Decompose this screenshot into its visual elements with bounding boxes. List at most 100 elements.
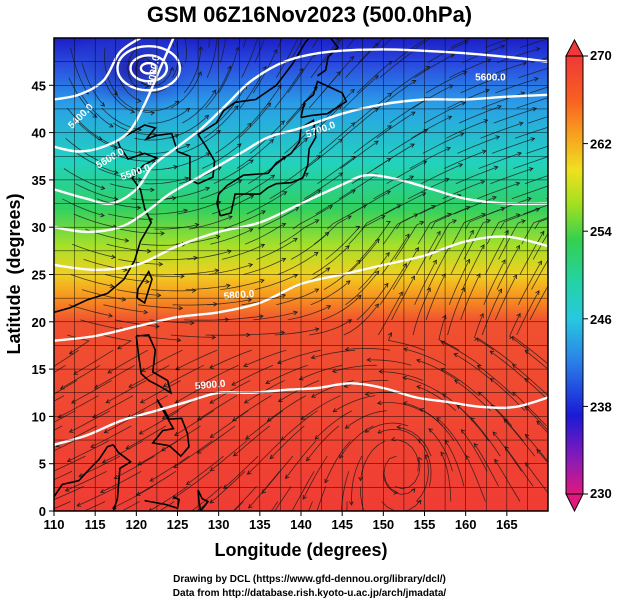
streamline-arrow bbox=[211, 335, 217, 340]
streamline bbox=[504, 446, 534, 487]
streamline bbox=[460, 75, 503, 94]
streamline-arrow bbox=[269, 16, 273, 20]
streamline-arrow bbox=[355, 225, 361, 231]
streamline bbox=[223, 210, 266, 230]
streamline bbox=[478, 152, 522, 169]
streamline bbox=[345, 270, 380, 306]
streamline bbox=[512, 336, 548, 365]
streamline-arrow bbox=[158, 262, 164, 267]
streamline-arrow bbox=[332, 408, 338, 413]
x-tick-label: 115 bbox=[85, 517, 106, 532]
streamline bbox=[274, 328, 319, 336]
streamline-arrow bbox=[235, 46, 240, 52]
streamline bbox=[421, 163, 463, 185]
streamline-arrow bbox=[105, 399, 111, 404]
streamline-arrow bbox=[194, 222, 200, 228]
streamline bbox=[253, 311, 298, 321]
streamline bbox=[425, 71, 467, 94]
streamline bbox=[76, 486, 119, 507]
streamline-arrow bbox=[252, 0, 256, 2]
streamline-arrow bbox=[552, 153, 556, 157]
streamline-arrow bbox=[259, 278, 265, 284]
streamline bbox=[245, 410, 284, 440]
streamline-arrow bbox=[504, 446, 510, 451]
streamline bbox=[301, 395, 341, 420]
streamline bbox=[377, 402, 422, 412]
streamline bbox=[483, 259, 506, 305]
streamline-arrow bbox=[141, 18, 145, 22]
colorbar-label: 238 bbox=[590, 399, 612, 414]
streamline bbox=[70, 47, 89, 95]
streamline-arrow bbox=[76, 502, 82, 507]
streamline-arrow bbox=[343, 383, 349, 388]
y-axis-title: Latitude (degrees) bbox=[4, 193, 24, 354]
streamline bbox=[499, 208, 540, 230]
streamline-arrow bbox=[409, 175, 415, 180]
y-tick-label: 25 bbox=[32, 268, 46, 283]
coastlines bbox=[54, 38, 348, 511]
x-tick-label: 155 bbox=[414, 517, 436, 532]
streamline bbox=[518, 67, 548, 79]
streamline-arrow bbox=[223, 484, 228, 489]
streamline-arrow bbox=[436, 417, 441, 422]
streamline bbox=[430, 206, 470, 230]
streamline-arrow bbox=[331, 368, 337, 373]
streamline bbox=[79, 92, 114, 128]
streamline bbox=[244, 223, 286, 245]
streamline bbox=[394, 457, 421, 490]
streamline-arrow bbox=[281, 293, 287, 299]
streamline bbox=[280, 410, 318, 441]
streamline-arrow bbox=[374, 75, 379, 80]
streamline bbox=[391, 66, 430, 94]
streamline bbox=[234, 174, 275, 200]
streamline-arrow bbox=[444, 177, 450, 183]
streamline-arrow bbox=[500, 44, 506, 49]
streamline-arrow bbox=[149, 477, 155, 482]
streamline-arrow bbox=[344, 424, 350, 429]
streamline-arrow bbox=[414, 246, 419, 252]
streamline-arrow bbox=[326, 305, 332, 310]
streamline-arrow bbox=[313, 251, 319, 257]
streamline bbox=[62, 198, 105, 217]
streamline-arrow bbox=[497, 288, 502, 294]
streamline bbox=[54, 380, 78, 395]
streamline bbox=[54, 395, 65, 402]
streamline-arrow bbox=[416, 385, 421, 390]
streamline-arrow bbox=[481, 149, 487, 154]
streamline bbox=[355, 93, 392, 124]
streamline-arrow bbox=[396, 424, 401, 430]
coastline bbox=[136, 269, 153, 305]
streamline bbox=[285, 440, 317, 479]
streamline-arrow bbox=[460, 429, 466, 434]
streamline bbox=[247, 440, 282, 475]
streamline bbox=[131, 197, 176, 201]
streamline bbox=[207, 299, 252, 306]
streamline-arrow bbox=[314, 288, 320, 293]
streamline-arrow bbox=[261, 489, 267, 494]
colorbar-label: 262 bbox=[590, 137, 612, 152]
streamline-arrow bbox=[228, 215, 233, 220]
streamline-arrow bbox=[511, 364, 517, 369]
streamline-arrow bbox=[266, 417, 272, 422]
streamline-arrow bbox=[447, 115, 453, 120]
x-tick-label: 135 bbox=[249, 517, 271, 532]
streamline-arrow bbox=[453, 353, 459, 358]
streamline-arrow bbox=[306, 456, 311, 462]
streamline bbox=[114, 319, 160, 327]
streamline-arrow bbox=[280, 330, 286, 335]
streamline bbox=[83, 501, 106, 511]
streamline bbox=[73, 349, 114, 375]
streamline-arrow bbox=[474, 337, 479, 342]
streamline bbox=[494, 459, 521, 502]
streamline-arrow bbox=[311, 393, 316, 398]
streamline-arrow bbox=[265, 379, 271, 385]
streamline bbox=[58, 395, 99, 418]
streamline-arrow bbox=[137, 177, 143, 182]
streamline-arrow bbox=[516, 312, 521, 318]
streamline-arrow bbox=[59, 385, 65, 390]
streamline bbox=[323, 259, 361, 290]
streamline-arrow bbox=[215, 234, 221, 240]
streamline-arrow bbox=[442, 314, 447, 320]
streamline-arrow bbox=[156, 292, 162, 298]
streamline-arrow bbox=[488, 29, 492, 33]
